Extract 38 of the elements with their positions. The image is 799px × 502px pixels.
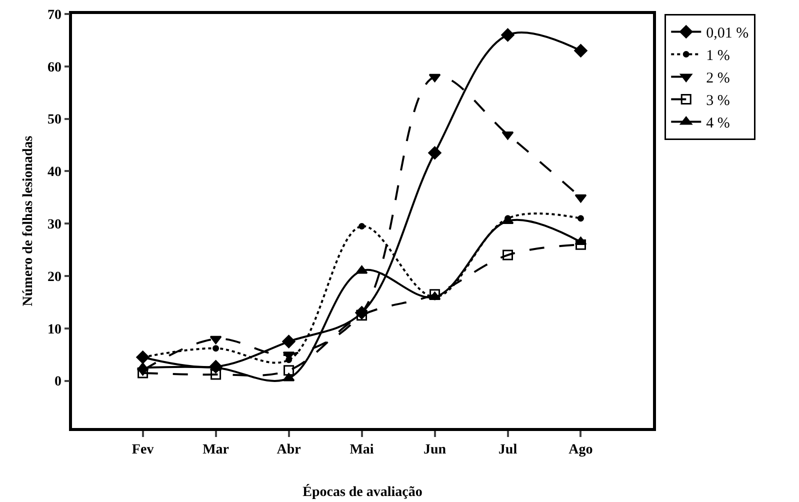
y-tick-label: 70 — [47, 8, 62, 23]
point — [501, 28, 514, 42]
point — [577, 215, 584, 222]
x-tick-label: Jul — [498, 442, 518, 458]
point — [210, 369, 222, 380]
y-axis-title: Número de folhas lesionadas — [21, 135, 36, 306]
point — [212, 345, 220, 352]
point — [574, 44, 588, 58]
y-tick-label: 10 — [47, 322, 62, 338]
point — [284, 365, 294, 376]
y-tick-label: 0 — [54, 374, 62, 390]
x-tick-label: Mar — [202, 442, 230, 458]
point — [282, 334, 296, 348]
y-tick-label: 30 — [47, 218, 62, 233]
x-axis-title: Épocas de avaliação — [302, 482, 422, 500]
y-tick-label: 50 — [47, 112, 62, 128]
point — [282, 372, 295, 382]
point — [428, 74, 441, 82]
y-tick-label: 40 — [47, 165, 62, 180]
x-tick-label: Ago — [568, 442, 593, 458]
x-tick-label: Fev — [132, 442, 154, 458]
legend-label: 1 % — [706, 48, 730, 64]
point — [502, 250, 513, 260]
point — [136, 362, 149, 371]
legend-label: 0,01 % — [706, 26, 749, 42]
x-tick-label: Jun — [423, 442, 446, 458]
legend-label: 4 % — [706, 116, 730, 132]
point — [210, 336, 222, 344]
point — [358, 222, 366, 230]
x-tick-label: Mai — [350, 442, 374, 458]
legend-label: 3 % — [706, 93, 730, 110]
legend-label: 2 % — [706, 70, 730, 87]
point — [574, 194, 587, 203]
point — [428, 146, 442, 160]
point — [575, 239, 586, 250]
y-tick-label: 60 — [47, 60, 62, 76]
y-tick-label: 20 — [47, 270, 62, 285]
x-tick-label: Abr — [276, 442, 301, 458]
